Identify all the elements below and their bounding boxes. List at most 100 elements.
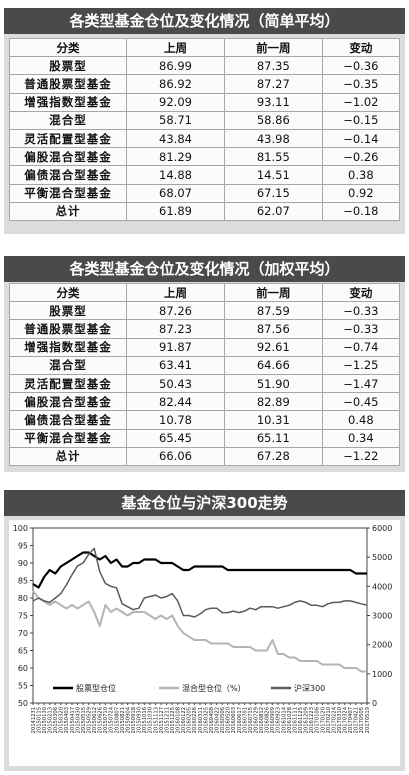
table-simple: 分类 上周 前一周 变动 股票型 86.99 87.35 −0.36 普通股票型基金 86… [8,37,401,221]
x-tick-label: 20161223 [309,707,315,733]
row-change: −0.26 [321,147,401,167]
series-line [32,590,367,673]
x-tick-label: 20141231 [31,707,37,733]
column-header-prev-week: 前一周 [223,37,323,58]
x-tick-label: 20160108 [176,707,182,733]
x-tick-label: 20170407 [348,707,354,733]
row-change: −0.36 [321,56,401,76]
row-last-week: 68.07 [126,183,225,203]
row-change: −0.74 [321,337,401,357]
series-line [32,551,367,589]
x-tick-label: 20150930 [137,707,143,733]
table-row: 增强指数型基金 91.87 92.61 −0.74 [8,337,401,357]
row-change: −0.15 [321,110,401,130]
row-last-week: 87.26 [126,301,225,321]
y2-tick-label: 1000 [372,670,392,679]
row-last-week: 92.09 [126,92,225,112]
row-change: −1.25 [321,355,401,375]
row-change: 0.48 [321,410,401,430]
table-row: 灵活配置型基金 43.84 43.98 −0.14 [8,128,401,149]
line-chart: 100 95 90 85 80 75 70 65 60 55 50 6000 5000 4000 3000 2… [13,524,393,733]
row-last-week: 86.92 [126,74,225,94]
row-last-week: 43.84 [126,128,225,149]
x-tick-label: 20160617 [237,707,243,733]
row-category: 股票型 [8,56,128,76]
row-last-week: 66.06 [126,446,225,466]
row-category: 平衡混合型基金 [8,183,128,203]
y-tick-label: 55 [18,682,28,691]
x-tick-label: 20160408 [209,707,215,733]
table-row: 偏股混合型基金 81.29 81.55 −0.26 [8,147,401,167]
x-tick-label: 20150430 [75,707,81,733]
row-change: −0.18 [321,201,401,221]
x-tick-label: 20150724 [109,706,115,733]
x-tick-label: 20160205 [187,707,193,733]
row-change: 0.34 [321,428,401,448]
x-tick-label: 20150320 [59,707,65,733]
row-prev-week: 67.28 [223,446,323,466]
row-last-week: 61.89 [126,201,225,221]
table-row: 偏股混合型基金 82.44 82.89 −0.45 [8,392,401,412]
y2-tick-label: 3000 [372,612,392,621]
table-row: 平衡混合型基金 65.45 65.11 0.34 [8,428,401,448]
column-header-last-week: 上周 [126,282,225,303]
y-tick-label: 80 [18,594,28,603]
series-line [32,547,368,618]
x-tick-label: 20170120 [320,707,326,733]
x-tick-label: 20151225 [170,707,176,733]
x-tick-label: 20150213 [48,707,54,733]
row-prev-week: 67.15 [223,183,323,203]
x-tick-label: 20160715 [248,707,254,733]
table-row: 灵活配置型基金 50.43 51.90 −1.47 [8,373,401,394]
row-prev-week: 87.27 [223,74,323,94]
row-category: 偏股混合型基金 [8,392,128,412]
x-tick-label: 20160122 [181,707,187,733]
row-prev-week: 58.86 [223,110,323,130]
x-tick-label: 20151211 [164,707,170,733]
x-tick-label: 20150710 [103,707,109,733]
row-category: 总计 [8,201,128,221]
x-tick-label: 20150807 [114,707,120,733]
x-tick-label: 20160311 [198,707,204,733]
row-category: 普通股票型基金 [8,319,128,339]
table-row: 普通股票型基金 87.23 87.56 −0.33 [8,319,401,339]
y-tick-label: 95 [18,542,28,551]
table-row: 平衡混合型基金 68.07 67.15 0.92 [8,183,401,203]
x-tick-label: 20160812 [259,707,265,733]
row-prev-week: 87.35 [223,56,323,76]
x-tick-label: 20150417 [70,707,76,733]
row-prev-week: 92.61 [223,337,323,357]
row-change: −0.45 [321,392,401,412]
x-tick-label: 20150626 [98,707,104,733]
row-last-week: 50.43 [126,373,225,394]
chart-area: 100 95 90 85 80 75 70 65 60 55 50 6000 5000 4000 3000 2… [9,520,400,766]
row-last-week: 14.88 [126,165,225,185]
x-tick-label: 20150529 [86,707,92,733]
chart-title: 基金仓位与沪深300走势 [4,490,405,516]
x-tick-label: 20150115 [36,707,42,733]
column-header-last-week: 上周 [126,37,225,58]
legend-label: 沪深300 [294,683,325,693]
row-prev-week: 93.11 [223,92,323,112]
row-prev-week: 87.59 [223,301,323,321]
row-category: 股票型 [8,301,128,321]
x-tick-label: 20160506 [220,707,226,733]
row-prev-week: 62.07 [223,201,323,221]
row-category: 混合型 [8,355,128,375]
x-tick-label: 20160520 [226,707,232,733]
y-tick-label: 65 [18,647,28,656]
legend-label: 混合型仓位（%） [182,683,246,693]
x-tick-label: 20160603 [231,707,237,733]
x-tick-label: 20150403 [64,707,70,733]
row-last-week: 86.99 [126,56,225,76]
x-tick-label: 20161028 [287,707,293,733]
x-tick-label: 20161209 [304,707,310,733]
x-tick-label: 20161125 [298,707,304,733]
chart-panel: 基金仓位与沪深300走势 100 95 90 85 80 75 70 65 60 55 50 6000… [4,490,405,771]
x-tick-label: 20160923 [276,707,282,733]
row-last-week: 63.41 [126,355,225,375]
row-category: 灵活配置型基金 [8,128,128,149]
x-tick-label: 20170106 [315,707,321,733]
row-category: 偏股混合型基金 [8,147,128,167]
row-category: 灵活配置型基金 [8,373,128,394]
